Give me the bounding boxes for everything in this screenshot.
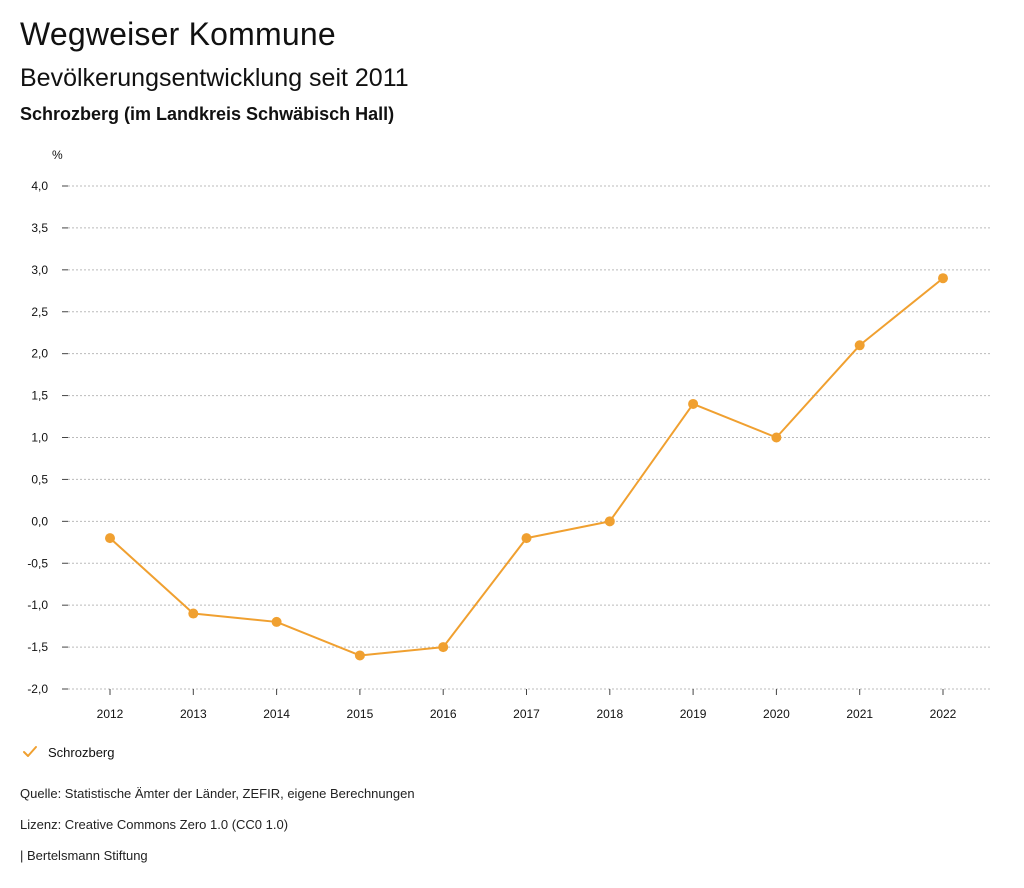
publisher-note: | Bertelsmann Stiftung (20, 848, 148, 863)
source-note: Quelle: Statistische Ämter der Länder, Z… (20, 786, 415, 801)
y-axis-unit: % (52, 148, 63, 162)
y-tick-label: 4,0 (31, 179, 48, 193)
y-axis: 4,0 3,5 3,0 2,5 2,0 1,5 1,0 0,5 0,0 -0,5 -1,0 -1,5 -… (27, 179, 68, 696)
data-point (354, 650, 365, 661)
chart-legend[interactable]: Schrozberg (22, 744, 114, 760)
y-tick-label: -2,0 (27, 682, 48, 696)
data-point (604, 516, 615, 527)
x-tick-label: 2020 (763, 707, 790, 721)
data-point (105, 533, 115, 544)
x-tick-label: 2018 (596, 707, 623, 721)
municipality-label: Schrozberg (im Landkreis Schwäbisch Hall… (20, 104, 395, 124)
x-tick-label: 2012 (97, 707, 124, 721)
data-point (438, 642, 449, 653)
data-point (938, 273, 948, 284)
y-tick-label: 1,0 (31, 431, 48, 445)
y-tick-label: 3,5 (31, 221, 48, 235)
line-chart: 4,0 3,5 3,0 2,5 2,0 1,5 1,0 0,5 0,0 -0,5 -1,0 -1,5 -… (27, 148, 990, 721)
series-group (105, 273, 948, 661)
x-tick-label: 2022 (930, 707, 957, 721)
page-title: Wegweiser Kommune (20, 16, 336, 52)
y-tick-label: -0,5 (27, 556, 48, 570)
data-point (771, 432, 782, 443)
legend-label: Schrozberg (48, 744, 115, 760)
x-tick-label: 2016 (430, 707, 457, 721)
license-note: Lizenz: Creative Commons Zero 1.0 (CC0 1… (20, 817, 289, 832)
y-tick-label: -1,5 (27, 640, 48, 654)
x-tick-label: 2017 (513, 707, 540, 721)
data-point (854, 340, 865, 351)
data-point (521, 533, 532, 544)
x-axis: 2012 2013 2014 2015 2016 2017 2018 2019 2020 2021… (68, 688, 990, 721)
data-point (688, 398, 699, 409)
x-tick-label: 2013 (180, 707, 207, 721)
data-point (188, 608, 199, 619)
x-tick-label: 2015 (347, 707, 374, 721)
chart-subtitle: Bevölkerungsentwicklung seit 2011 (20, 64, 409, 92)
y-tick-label: 0,0 (31, 514, 48, 528)
x-tick-label: 2021 (846, 707, 873, 721)
series-line (109, 277, 944, 657)
data-point (271, 616, 282, 627)
y-tick-label: 0,5 (31, 472, 48, 486)
x-tick-label: 2019 (680, 707, 707, 721)
chart-grid (68, 185, 990, 648)
y-tick-label: -1,0 (27, 598, 48, 612)
check-icon (23, 746, 37, 757)
y-tick-label: 2,0 (31, 347, 48, 361)
y-tick-label: 2,5 (31, 305, 48, 319)
y-tick-label: 3,0 (31, 263, 48, 277)
x-tick-label: 2014 (263, 707, 290, 721)
y-tick-label: 1,5 (31, 389, 48, 403)
